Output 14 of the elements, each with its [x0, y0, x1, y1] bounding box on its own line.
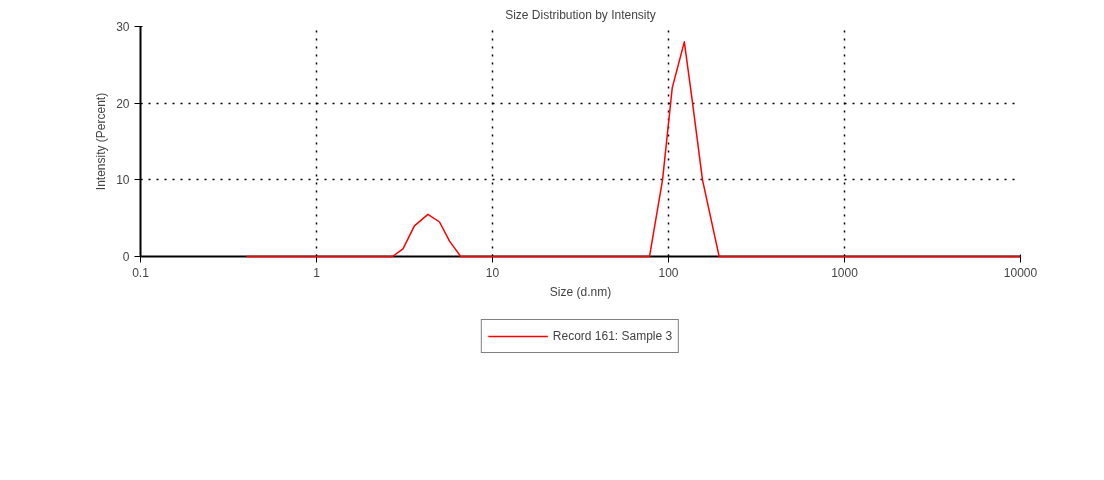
- legend-label: Record 161: Sample 3: [552, 329, 673, 343]
- y-tick-label: 20: [116, 96, 130, 111]
- y-tick-label: 10: [116, 173, 130, 188]
- x-tick-label: 1000: [831, 265, 859, 280]
- y-tick-label: 0: [122, 250, 130, 264]
- y-tick-label: 30: [116, 20, 130, 34]
- y-axis-title: Intensity (Percent): [94, 92, 109, 191]
- x-axis-title: Size (d.nm): [549, 284, 612, 299]
- x-tick-label: 10: [485, 265, 500, 280]
- chart-title: Size Distribution by Intensity: [505, 7, 656, 22]
- x-tick-label: 10000: [1003, 265, 1038, 280]
- x-tick-label: 100: [658, 265, 679, 280]
- x-tick-label: 0.1: [132, 265, 150, 280]
- x-tick-label: 1: [313, 265, 321, 280]
